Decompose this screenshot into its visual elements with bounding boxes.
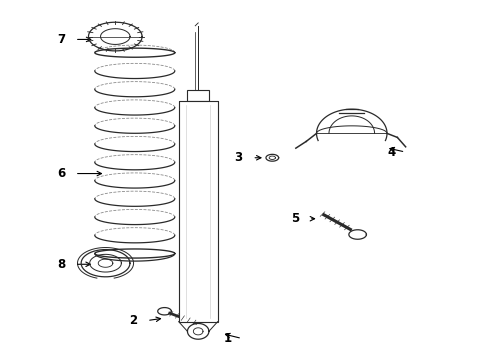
Text: 8: 8 — [57, 258, 65, 271]
Text: 4: 4 — [386, 145, 395, 158]
Text: 7: 7 — [57, 33, 65, 46]
Text: 2: 2 — [129, 314, 137, 327]
Text: 6: 6 — [57, 167, 65, 180]
Text: 1: 1 — [224, 332, 232, 345]
Bar — [187, 90, 208, 101]
Bar — [178, 101, 217, 321]
Text: 3: 3 — [234, 151, 242, 164]
Text: 5: 5 — [290, 212, 299, 225]
